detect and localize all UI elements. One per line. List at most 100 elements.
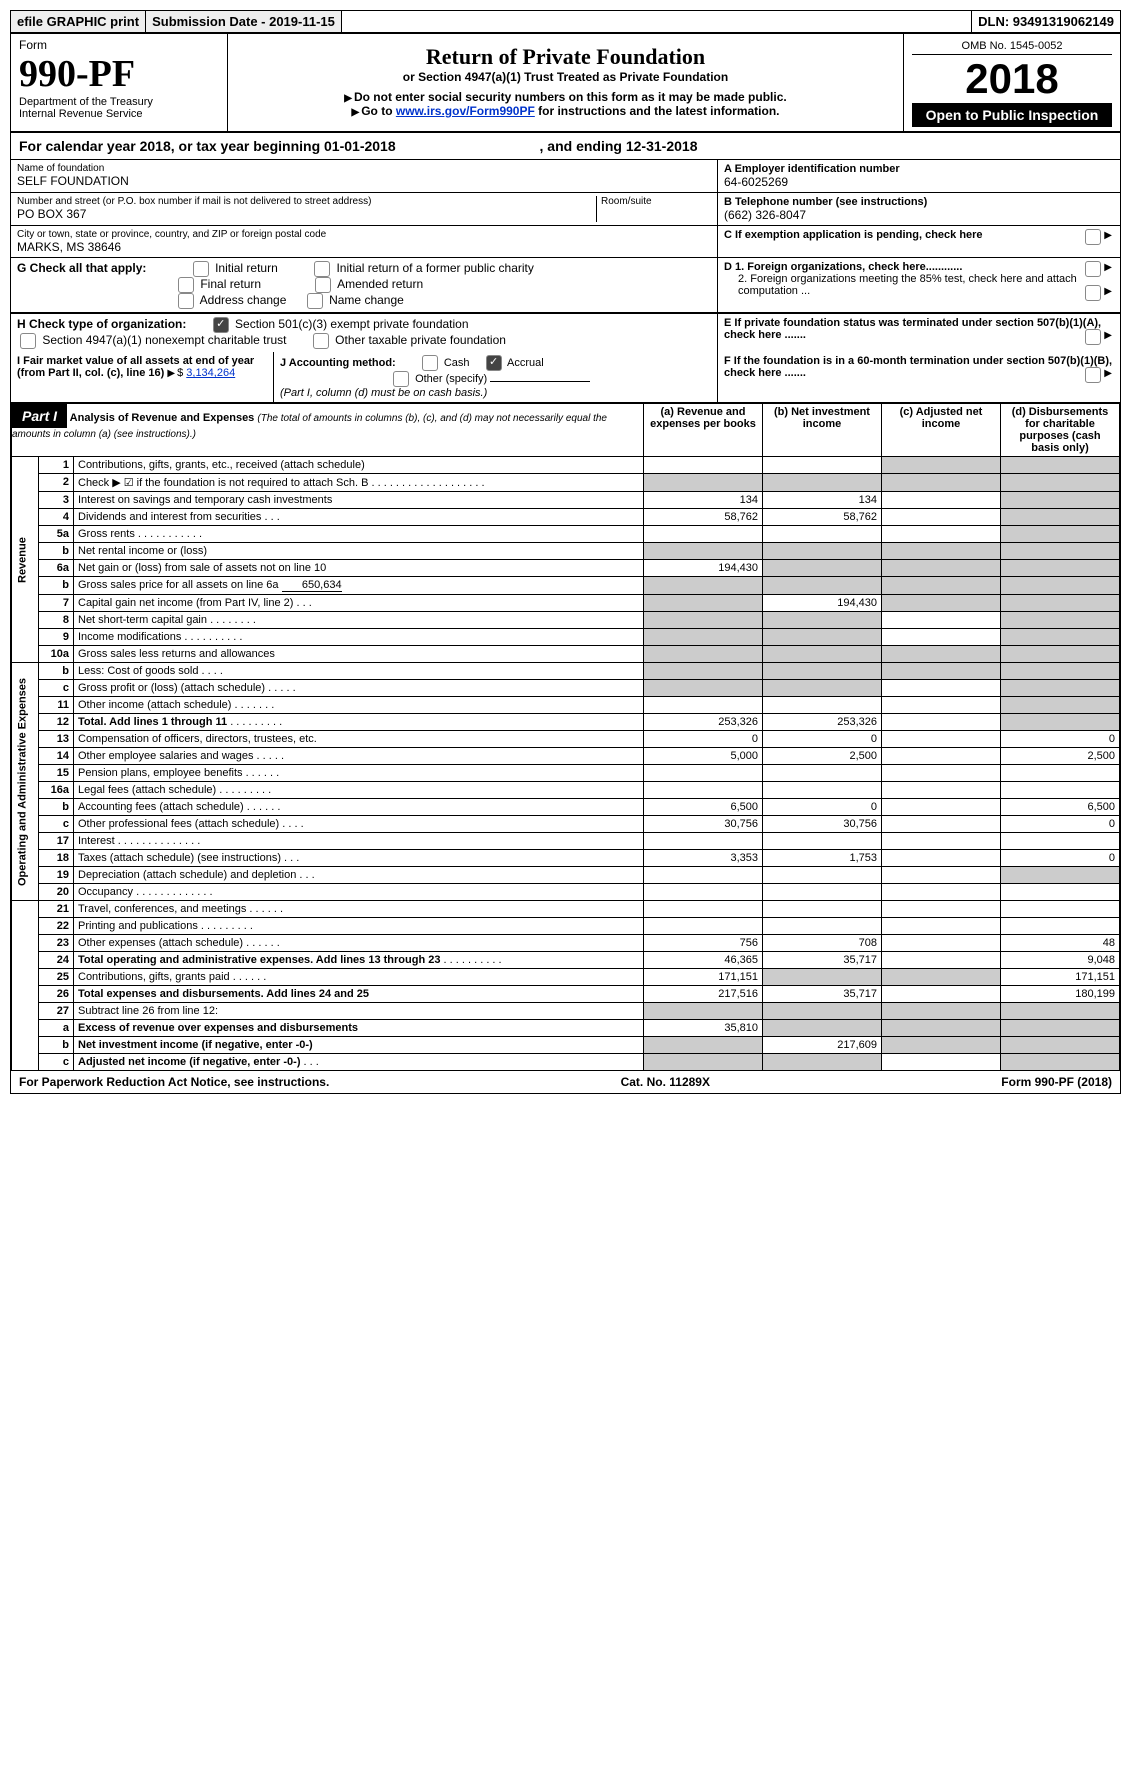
line-number: b: [39, 577, 74, 595]
cell-c: [882, 1003, 1001, 1020]
g-initial-former-checkbox[interactable]: [314, 261, 330, 277]
table-row: 8Net short-term capital gain . . . . . .…: [12, 612, 1120, 629]
form-title: Return of Private Foundation: [236, 44, 895, 70]
cell-c: [882, 492, 1001, 509]
h-4947-checkbox[interactable]: [20, 333, 36, 349]
j-cash-checkbox[interactable]: [422, 355, 438, 371]
cell-a: [644, 1003, 763, 1020]
table-row: 27Subtract line 26 from line 12:: [12, 1003, 1120, 1020]
cell-b: [763, 1020, 882, 1037]
cell-b: [763, 918, 882, 935]
table-row: Operating and Administrative ExpensesbLe…: [12, 663, 1120, 680]
table-row: 7Capital gain net income (from Part IV, …: [12, 595, 1120, 612]
g-name-checkbox[interactable]: [307, 293, 323, 309]
table-row: bAccounting fees (attach schedule) . . .…: [12, 799, 1120, 816]
col-d-header: (d) Disbursements for charitable purpose…: [1001, 404, 1120, 457]
line-desc: Printing and publications . . . . . . . …: [74, 918, 644, 935]
d1-checkbox[interactable]: [1085, 261, 1101, 277]
cell-a: [644, 1037, 763, 1054]
cell-dd: [1001, 595, 1120, 612]
cell-b: [763, 969, 882, 986]
j-accrual-checkbox[interactable]: [486, 355, 502, 371]
form-link[interactable]: www.irs.gov/Form990PF: [396, 104, 535, 118]
part1-header: Part I: [12, 404, 67, 428]
cell-dd: [1001, 474, 1120, 492]
cell-c: [882, 952, 1001, 969]
line-number: 15: [39, 765, 74, 782]
cell-a: [644, 577, 763, 595]
cell-dd: [1001, 884, 1120, 901]
table-row: Revenue1Contributions, gifts, grants, et…: [12, 457, 1120, 474]
cell-a: [644, 680, 763, 697]
line-number: b: [39, 543, 74, 560]
cell-b: 35,717: [763, 952, 882, 969]
g-address-checkbox[interactable]: [178, 293, 194, 309]
cell-dd: [1001, 1003, 1120, 1020]
d2-checkbox[interactable]: [1085, 285, 1101, 301]
cell-b: 0: [763, 731, 882, 748]
table-row: 13Compensation of officers, directors, t…: [12, 731, 1120, 748]
g-amended-checkbox[interactable]: [315, 277, 331, 293]
line-number: 20: [39, 884, 74, 901]
cell-c: [882, 986, 1001, 1003]
c-checkbox[interactable]: [1085, 229, 1101, 245]
cell-c: [882, 560, 1001, 577]
f-checkbox[interactable]: [1085, 367, 1101, 383]
cell-c: [882, 457, 1001, 474]
f-label: F If the foundation is in a 60-month ter…: [724, 355, 1112, 379]
cell-b: [763, 867, 882, 884]
cell-b: [763, 577, 882, 595]
h-501c3-checkbox[interactable]: [213, 317, 229, 333]
cell-b: [763, 765, 882, 782]
cell-a: 171,151: [644, 969, 763, 986]
line-desc: Depreciation (attach schedule) and deple…: [74, 867, 644, 884]
cell-c: [882, 543, 1001, 560]
g-final-checkbox[interactable]: [178, 277, 194, 293]
cell-dd: [1001, 457, 1120, 474]
cell-dd: [1001, 833, 1120, 850]
cell-b: [763, 543, 882, 560]
line-number: 17: [39, 833, 74, 850]
cell-b: [763, 901, 882, 918]
cell-a: [644, 595, 763, 612]
line-desc: Accounting fees (attach schedule) . . . …: [74, 799, 644, 816]
footer: For Paperwork Reduction Act Notice, see …: [11, 1071, 1120, 1093]
e-checkbox[interactable]: [1085, 329, 1101, 345]
cell-c: [882, 731, 1001, 748]
cell-dd: [1001, 543, 1120, 560]
d1-label: D 1. Foreign organizations, check here..…: [724, 261, 962, 273]
cell-c: [882, 680, 1001, 697]
cell-dd: [1001, 714, 1120, 731]
line-desc: Less: Cost of goods sold . . . .: [74, 663, 644, 680]
oae-side-label: Operating and Administrative Expenses: [12, 663, 39, 901]
table-row: 24Total operating and administrative exp…: [12, 952, 1120, 969]
cell-c: [882, 782, 1001, 799]
table-row: 20Occupancy . . . . . . . . . . . . .: [12, 884, 1120, 901]
efile-print-button[interactable]: efile GRAPHIC print: [11, 11, 146, 32]
cell-b: [763, 629, 882, 646]
cell-c: [882, 816, 1001, 833]
line-number: 3: [39, 492, 74, 509]
j-other-checkbox[interactable]: [393, 371, 409, 387]
city-label: City or town, state or province, country…: [17, 229, 711, 240]
cell-a: 134: [644, 492, 763, 509]
cell-b: 58,762: [763, 509, 882, 526]
omb-number: OMB No. 1545-0052: [912, 38, 1112, 55]
table-row: bNet investment income (if negative, ent…: [12, 1037, 1120, 1054]
cell-c: [882, 969, 1001, 986]
cell-b: [763, 1054, 882, 1071]
cell-dd: 171,151: [1001, 969, 1120, 986]
h-label: H Check type of organization:: [17, 317, 186, 331]
cell-a: [644, 884, 763, 901]
h-other-checkbox[interactable]: [313, 333, 329, 349]
col-c-header: (c) Adjusted net income: [882, 404, 1001, 457]
tel-label: B Telephone number (see instructions): [724, 196, 1114, 208]
line-desc: Pension plans, employee benefits . . . .…: [74, 765, 644, 782]
cell-dd: [1001, 1020, 1120, 1037]
table-row: 23Other expenses (attach schedule) . . .…: [12, 935, 1120, 952]
cell-b: [763, 663, 882, 680]
line-number: 26: [39, 986, 74, 1003]
g-initial-checkbox[interactable]: [193, 261, 209, 277]
i-fmv-link[interactable]: 3,134,264: [186, 367, 235, 379]
table-row: 9Income modifications . . . . . . . . . …: [12, 629, 1120, 646]
